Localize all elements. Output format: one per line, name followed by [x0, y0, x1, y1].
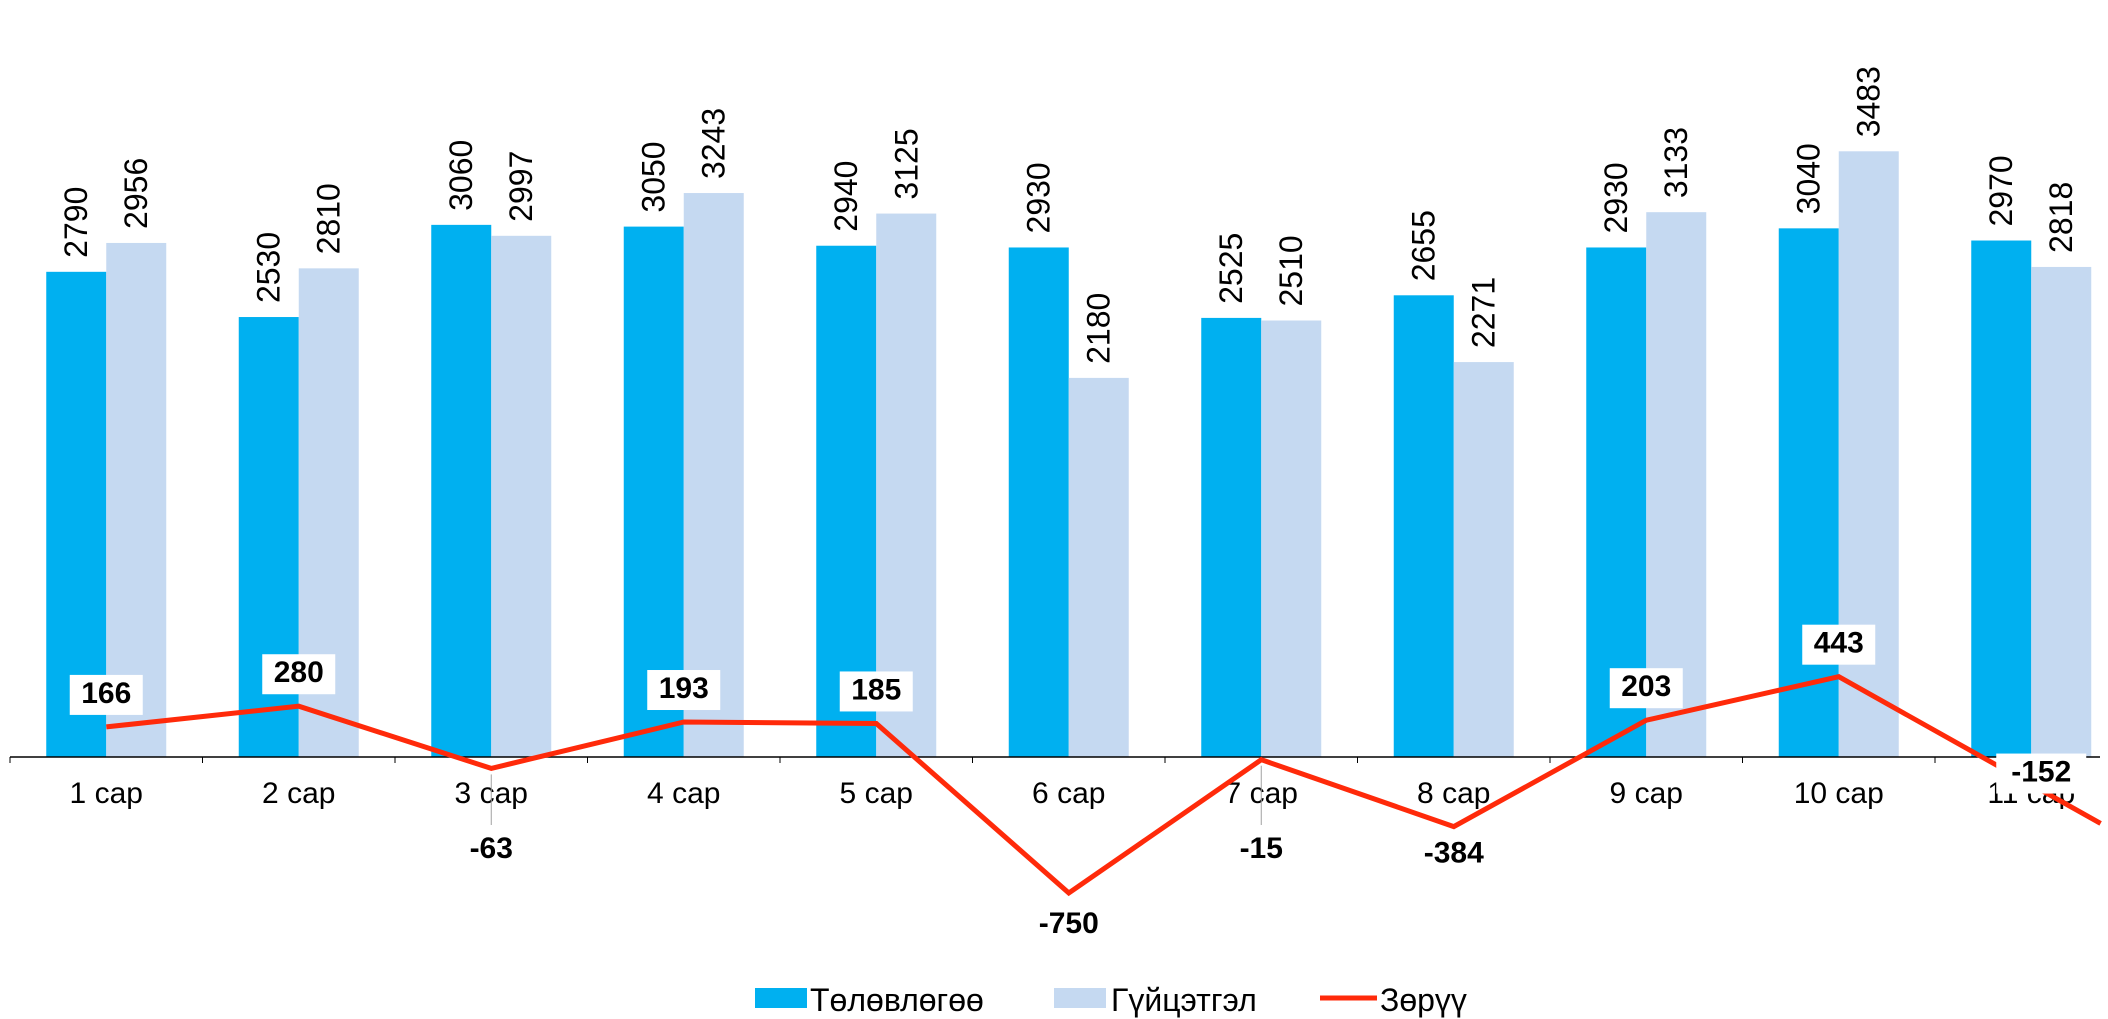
- legend-label-difference: Зөрүү: [1380, 982, 1467, 1018]
- difference-label-6: -750: [1039, 907, 1099, 940]
- bar-label-actual-3: 2997: [503, 151, 539, 222]
- bar-plan-3: [431, 224, 492, 758]
- category-label-1: 1 сар: [70, 777, 143, 810]
- legend-swatch-actual: [1054, 988, 1106, 1008]
- category-label-6: 6 сар: [1032, 777, 1105, 810]
- bar-actual-5: [876, 213, 937, 757]
- category-label-8: 8 сар: [1417, 777, 1490, 810]
- legend: Төлөвлөгөө Гүйцэтгэл Зөрүү: [755, 982, 1467, 1018]
- bar-label-plan-1: 2790: [58, 187, 94, 258]
- bars-layer: [46, 151, 2092, 758]
- bar-label-actual-1: 2956: [118, 158, 154, 229]
- difference-label-9: 203: [1621, 670, 1671, 703]
- difference-label-2: 280: [274, 656, 324, 689]
- category-label-4: 4 сар: [647, 777, 720, 810]
- difference-label-11: -152: [2011, 756, 2071, 789]
- difference-line-layer: [106, 674, 2102, 897]
- bar-actual-1: [106, 242, 167, 757]
- bar-label-actual-7: 2510: [1273, 235, 1309, 306]
- bar-plan-7: [1201, 317, 1262, 757]
- bar-label-actual-2: 2810: [311, 183, 347, 254]
- bar-label-plan-6: 2930: [1021, 162, 1057, 233]
- bar-actual-7: [1261, 320, 1322, 757]
- bar-label-plan-9: 2930: [1598, 162, 1634, 233]
- bar-actual-10: [1838, 151, 1899, 758]
- difference-label-1: 166: [81, 677, 131, 710]
- bar-label-plan-4: 3050: [636, 141, 672, 212]
- legend-swatch-plan: [755, 988, 807, 1008]
- bar-label-plan-3: 3060: [443, 140, 479, 211]
- category-labels: 1 сар 2 сар 3 сар 4 сар 5 сар 6 сар 7 сар 8 сар…: [70, 777, 2076, 810]
- difference-labels-layer: 166 280 -63 193 185 -750 -15 -384 203 443 -152: [69, 624, 2087, 940]
- category-label-5: 5 сар: [840, 777, 913, 810]
- bar-label-plan-8: 2655: [1406, 210, 1442, 281]
- bar-plan-4: [623, 226, 684, 758]
- legend-label-plan: Төлөвлөгөө: [810, 982, 984, 1018]
- difference-label-bg-11: [1996, 753, 2087, 794]
- difference-label-8: -384: [1424, 837, 1484, 870]
- bar-plan-11: [1971, 240, 2032, 758]
- x-ticks: [9, 757, 1936, 763]
- difference-line: [106, 674, 2102, 897]
- category-label-2: 2 сар: [262, 777, 335, 810]
- difference-label-3: -63: [470, 832, 513, 865]
- bar-actual-9: [1646, 212, 1707, 758]
- legend-label-actual: Гүйцэтгэл: [1111, 982, 1257, 1018]
- bar-label-plan-11: 2970: [1983, 155, 2019, 226]
- bar-actual-3: [491, 235, 552, 757]
- bar-actual-4: [683, 193, 744, 757]
- category-label-9: 9 сар: [1610, 777, 1683, 810]
- bar-actual-11: [2031, 266, 2092, 757]
- bar-label-plan-5: 2940: [828, 161, 864, 232]
- bar-label-actual-4: 3243: [696, 108, 732, 179]
- bar-label-actual-5: 3125: [888, 128, 924, 199]
- bar-label-actual-8: 2271: [1466, 277, 1502, 348]
- difference-label-bg-10: [1802, 624, 1876, 665]
- difference-label-bg-4: [647, 670, 721, 711]
- bar-label-plan-10: 3040: [1791, 143, 1827, 214]
- bar-labels-layer: 2790 2956 2530 2810 3060 2997 3050 3243 2940 3125…: [58, 66, 2079, 364]
- bar-label-actual-10: 3483: [1851, 66, 1887, 137]
- bar-plan-8: [1393, 295, 1454, 757]
- bar-label-plan-7: 2525: [1213, 233, 1249, 304]
- difference-label-bg-9: [1609, 668, 1683, 709]
- difference-label-bg-2: [262, 654, 336, 695]
- difference-label-10: 443: [1814, 627, 1864, 660]
- bar-label-actual-6: 2180: [1081, 293, 1117, 364]
- bar-label-actual-11: 2818: [2043, 182, 2079, 253]
- bar-plan-10: [1778, 228, 1839, 757]
- bar-label-plan-2: 2530: [251, 232, 287, 303]
- category-label-10: 10 сар: [1794, 777, 1884, 810]
- bar-label-actual-9: 3133: [1658, 127, 1694, 198]
- difference-label-7: -15: [1240, 832, 1283, 865]
- difference-label-4: 193: [659, 672, 709, 705]
- difference-label-bg-1: [69, 674, 143, 715]
- bar-plan-6: [1008, 247, 1069, 757]
- bar-actual-8: [1453, 362, 1514, 757]
- bar-actual-6: [1068, 377, 1129, 757]
- difference-label-5: 185: [851, 673, 901, 706]
- difference-label-bg-5: [839, 671, 913, 712]
